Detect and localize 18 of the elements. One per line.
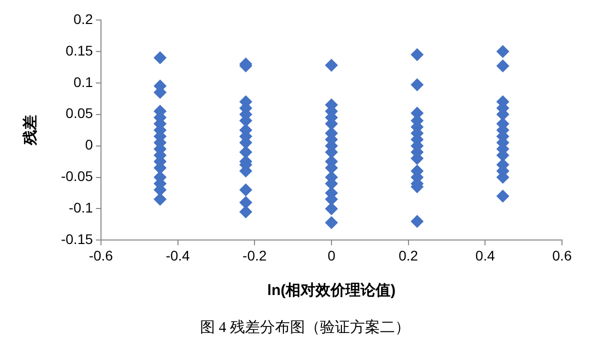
y-tick-label: 0.05 <box>66 105 94 122</box>
y-tick-label: 0.15 <box>66 42 94 58</box>
x-tick-label: 0.6 <box>552 247 572 264</box>
y-tick-label: 0.2 <box>73 10 94 27</box>
y-tick-label: 0 <box>85 136 94 153</box>
y-tick-label: -0.15 <box>60 231 94 248</box>
y-tick-label: -0.1 <box>68 200 94 216</box>
y-tick-label: -0.05 <box>60 168 94 184</box>
x-tick-label: -0.2 <box>242 247 267 264</box>
x-axis-title: ln(相对效价理论值) <box>267 282 396 300</box>
x-tick-label: 0.4 <box>475 247 496 264</box>
x-tick-label: -0.4 <box>166 247 190 264</box>
y-axis-title: 残差 <box>22 115 40 146</box>
y-tick-label: 0.1 <box>73 74 94 90</box>
x-tick-label: 0 <box>328 247 336 264</box>
x-tick-label: -0.6 <box>88 247 114 264</box>
x-tick-label: 0.2 <box>398 247 418 264</box>
caption: 图 4 残差分布图（验证方案二） <box>199 318 411 337</box>
